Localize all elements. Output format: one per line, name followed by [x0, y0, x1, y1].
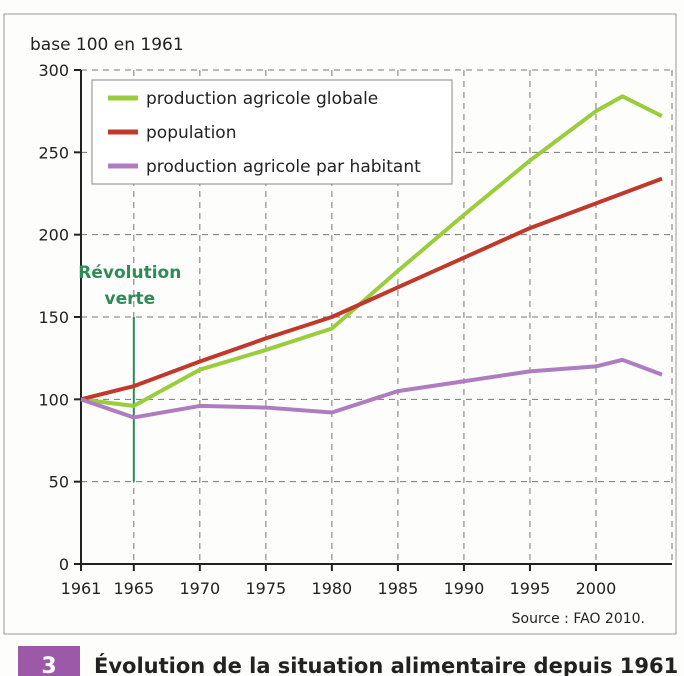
- y-tick-label: 300: [38, 61, 69, 80]
- x-tick-label: 2000: [576, 579, 617, 598]
- figure-frame: [3, 13, 677, 635]
- series-line-0: [80, 94, 663, 408]
- y-axis-label: base 100 en 1961: [30, 35, 184, 55]
- y-tick-label: 0: [59, 555, 69, 574]
- legend-label: population: [146, 123, 236, 143]
- legend-label: production agricole par habitant: [146, 157, 421, 177]
- x-tick-label: 1975: [246, 579, 287, 598]
- y-tick-label: 150: [38, 308, 69, 327]
- green-revolution-label: verte: [104, 289, 155, 309]
- caption-badge: [18, 646, 80, 676]
- x-tick-label: 1995: [510, 579, 551, 598]
- y-tick-label: 250: [38, 143, 69, 162]
- y-tick-label: 100: [38, 390, 69, 409]
- legend-label: production agricole globale: [146, 89, 378, 109]
- series-line-2: [80, 357, 663, 420]
- x-tick-label: 1965: [113, 579, 154, 598]
- y-tick-label: 200: [38, 226, 69, 245]
- x-tick-label: 1980: [312, 579, 353, 598]
- x-tick-label: 1990: [444, 579, 485, 598]
- caption-title: Évolution de la situation alimentaire de…: [94, 653, 678, 676]
- series-line-1: [80, 176, 663, 402]
- x-tick-label: 1970: [179, 579, 220, 598]
- x-tick-label: 1961: [61, 579, 102, 598]
- source-note: Source : FAO 2010.: [512, 611, 645, 627]
- green-revolution-label: Révolution: [78, 263, 181, 283]
- y-tick-label: 50: [49, 473, 69, 492]
- caption-number: 3: [41, 654, 56, 676]
- x-tick-label: 1985: [378, 579, 419, 598]
- legend-box: [91, 79, 453, 185]
